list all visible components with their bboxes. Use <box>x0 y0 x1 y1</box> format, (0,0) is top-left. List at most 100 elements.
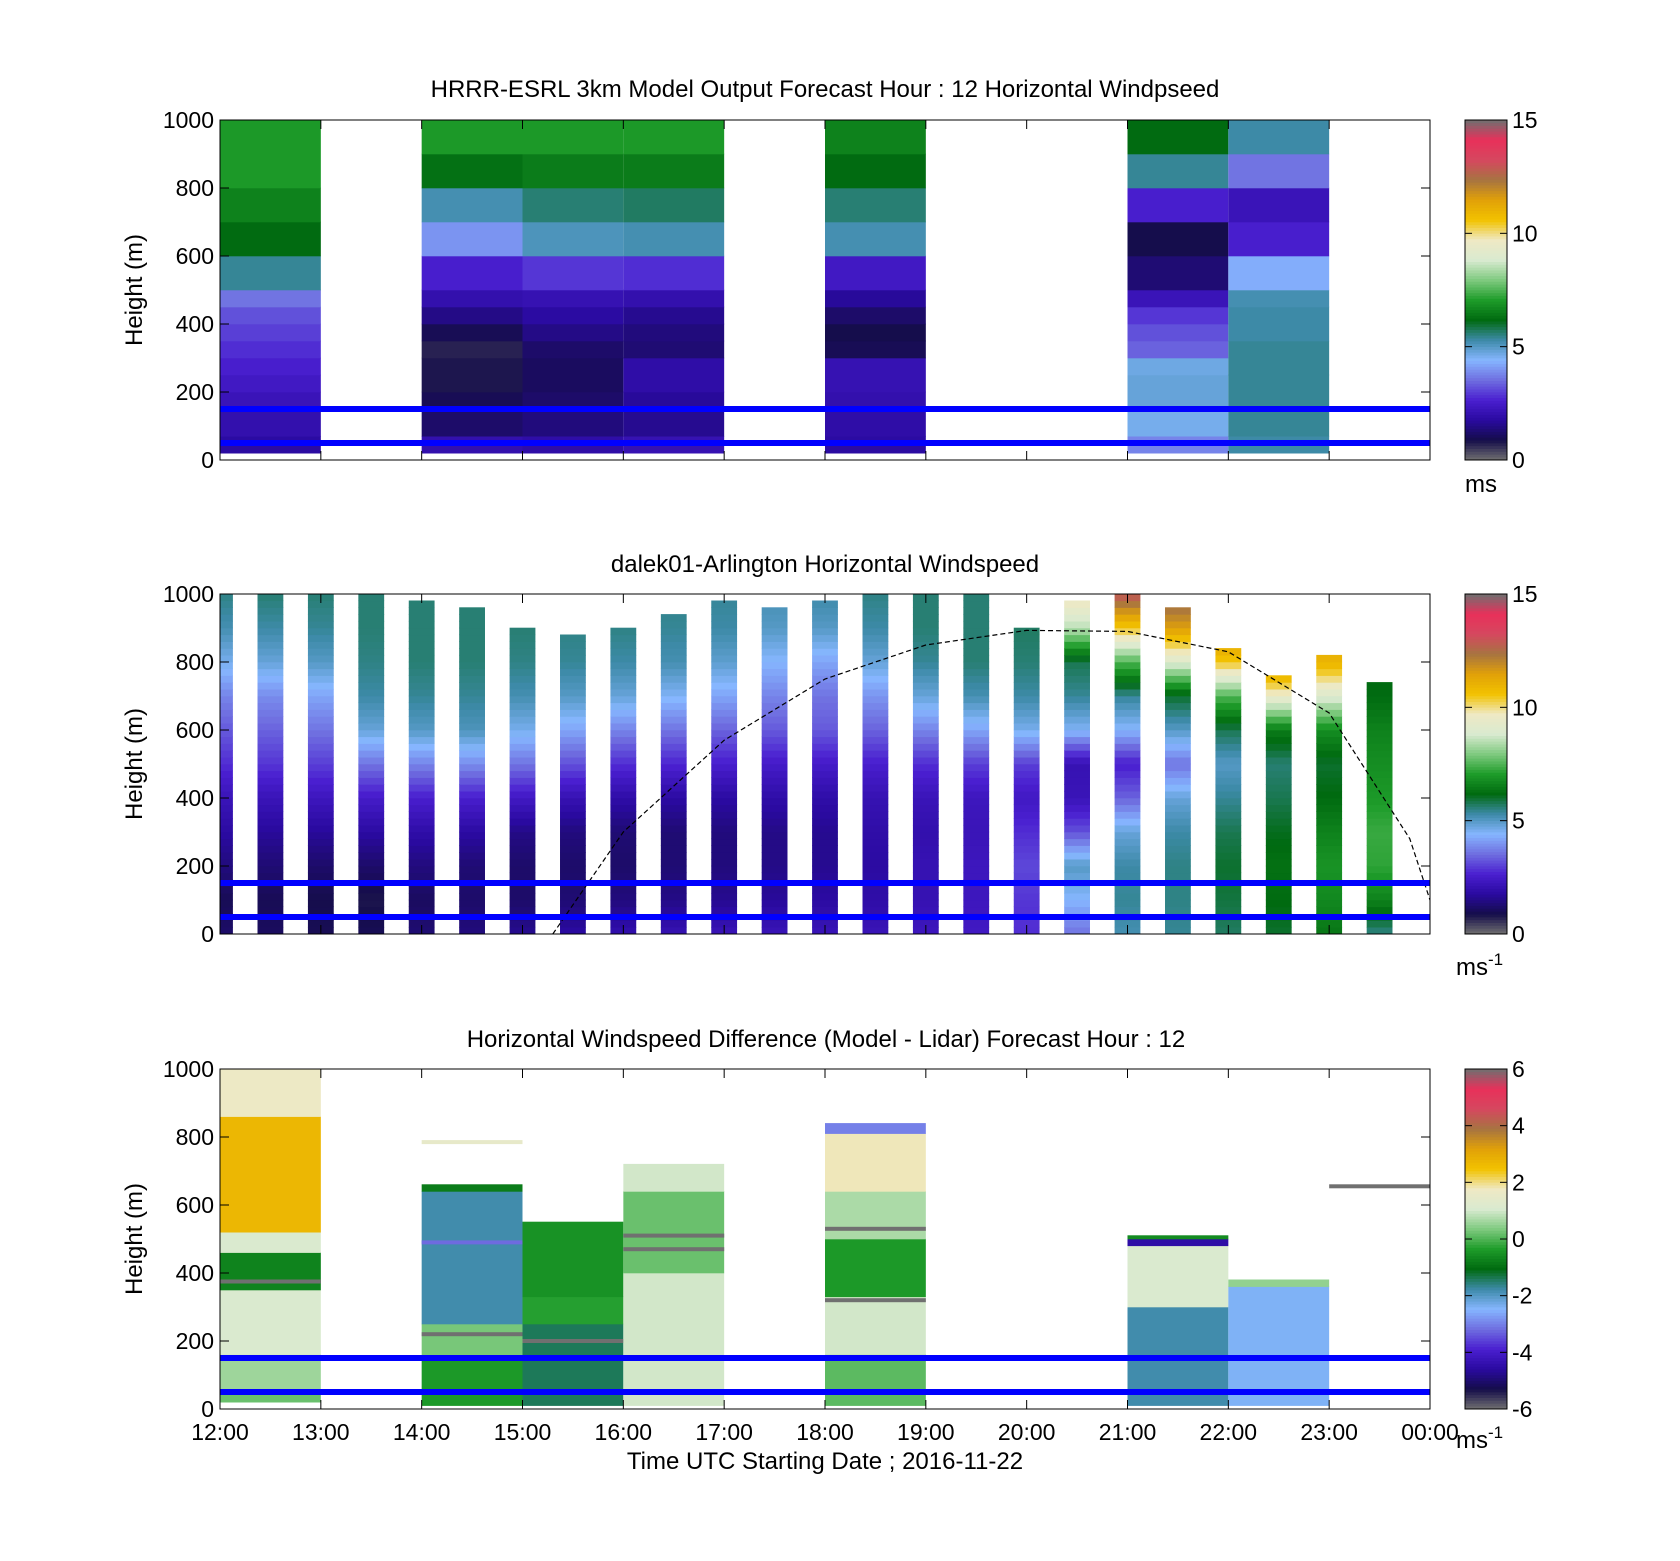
colorbar-segment <box>1465 445 1507 449</box>
lidar-cell <box>1165 682 1191 690</box>
lidar-cell <box>1114 709 1141 717</box>
lidar-cell <box>1316 797 1343 806</box>
y-tick-label: 0 <box>201 1396 214 1422</box>
y-tick-label: 600 <box>176 243 214 269</box>
lidar-cell <box>1064 668 1090 676</box>
lidar-cell <box>307 743 334 751</box>
colorbar-segment <box>1465 1320 1507 1325</box>
lidar-cell <box>358 920 385 928</box>
lidar-cell <box>459 661 485 670</box>
lidar-cell <box>1215 654 1242 663</box>
x-tick-label: 21:00 <box>1099 1419 1157 1445</box>
colorbar-segment <box>1465 1250 1507 1254</box>
colorbar-segment <box>1465 1119 1507 1124</box>
lidar-cell <box>307 777 334 785</box>
lidar-cell <box>1114 804 1141 812</box>
colorbar-segment <box>1465 159 1507 163</box>
lidar-cell <box>509 634 536 642</box>
difference-x-ticks: 12:00 13:00 14:00 15:00 16:00 17:00 18:00 19:00… <box>191 1069 1459 1445</box>
x-tick-label: 20:00 <box>998 1419 1056 1445</box>
lidar-cell <box>1013 716 1040 724</box>
lidar-cell <box>1064 906 1090 914</box>
lidar-cell <box>408 852 435 860</box>
colorbar-segment <box>1465 1281 1507 1285</box>
lidar-cell <box>1165 709 1191 717</box>
lidar-cell <box>711 709 738 717</box>
lidar-cell <box>1165 743 1191 751</box>
lidar-cell <box>307 920 334 928</box>
lidar-cell <box>1013 865 1040 874</box>
lidar-cell <box>912 818 939 826</box>
lidar-cell <box>912 886 939 894</box>
colorbar-segment <box>1465 602 1507 606</box>
model-cell <box>522 255 624 291</box>
lidar-cell <box>1265 716 1292 724</box>
lidar-cell <box>862 709 889 717</box>
model-cell <box>421 289 523 308</box>
lidar-cell <box>711 865 738 874</box>
lidar-cell <box>257 811 284 819</box>
colorbar-tick-label: 6 <box>1512 1056 1525 1082</box>
colorbar-segment <box>1465 630 1507 634</box>
lidar-cell <box>812 627 838 636</box>
colorbar-segment <box>1465 148 1507 152</box>
colorbar-segment <box>1465 255 1507 260</box>
colorbar-segment <box>1465 664 1507 668</box>
lidar-cell <box>1265 899 1292 908</box>
lidar-cell <box>912 892 939 901</box>
colorbar-segment <box>1465 797 1507 802</box>
lidar-cell <box>257 750 284 758</box>
lidar-cell <box>761 627 788 636</box>
lidar-cell <box>560 770 586 778</box>
colorbar-segment <box>1465 1292 1507 1296</box>
lidar-cell <box>660 906 687 914</box>
lidar-cell <box>1165 858 1191 867</box>
diff-cell <box>1228 1279 1330 1287</box>
diff-cell <box>825 1354 926 1406</box>
lidar-cell <box>220 858 233 867</box>
colorbar-segment <box>1465 411 1507 415</box>
lidar-cell <box>307 641 334 649</box>
y-tick-label: 1000 <box>163 1056 214 1082</box>
lidar-cell <box>1114 824 1141 833</box>
colorbar-segment <box>1465 806 1507 810</box>
colorbar-segment <box>1465 729 1507 734</box>
lidar-cell <box>1316 661 1343 670</box>
colorbar-segment <box>1465 456 1507 461</box>
y-tick-label: 800 <box>176 175 214 201</box>
lidar-cell <box>912 688 939 697</box>
lidar-cell <box>358 675 385 683</box>
colorbar-segment <box>1465 281 1507 285</box>
lidar-cell <box>862 763 889 772</box>
colorbar-segment <box>1465 1354 1507 1359</box>
lidar-cell <box>1316 756 1343 765</box>
lidar-cell <box>560 797 586 806</box>
lidar-cell <box>509 654 536 663</box>
colorbar-segment <box>1465 704 1507 708</box>
lidar-cell <box>711 777 738 785</box>
colorbar-segment <box>1465 860 1507 864</box>
x-tick-label: 00:00 <box>1401 1419 1459 1445</box>
lidar-cell <box>660 838 687 846</box>
colorbar-segment <box>1465 831 1507 836</box>
colorbar-segment <box>1465 1128 1507 1132</box>
lidar-cell <box>1265 811 1292 819</box>
lidar-cell <box>862 620 889 629</box>
colorbar-segment <box>1465 153 1507 158</box>
lidar-cell <box>1064 682 1090 690</box>
lidar-cell <box>509 777 536 785</box>
colorbar-segment <box>1465 437 1507 441</box>
lidar-cell <box>912 614 939 622</box>
lidar-cell <box>307 702 334 710</box>
lidar-cell <box>257 675 284 683</box>
lidar-cell <box>1114 682 1141 690</box>
lidar-cell <box>509 648 536 656</box>
lidar-cell <box>408 804 435 812</box>
lidar-cell <box>408 899 435 908</box>
lidar-cell <box>509 722 536 731</box>
lidar-cell <box>912 716 939 724</box>
lidar-cell <box>509 831 536 840</box>
lidar-cell <box>660 763 687 772</box>
lidar-cell <box>660 858 687 867</box>
lidar-cell <box>220 716 233 724</box>
